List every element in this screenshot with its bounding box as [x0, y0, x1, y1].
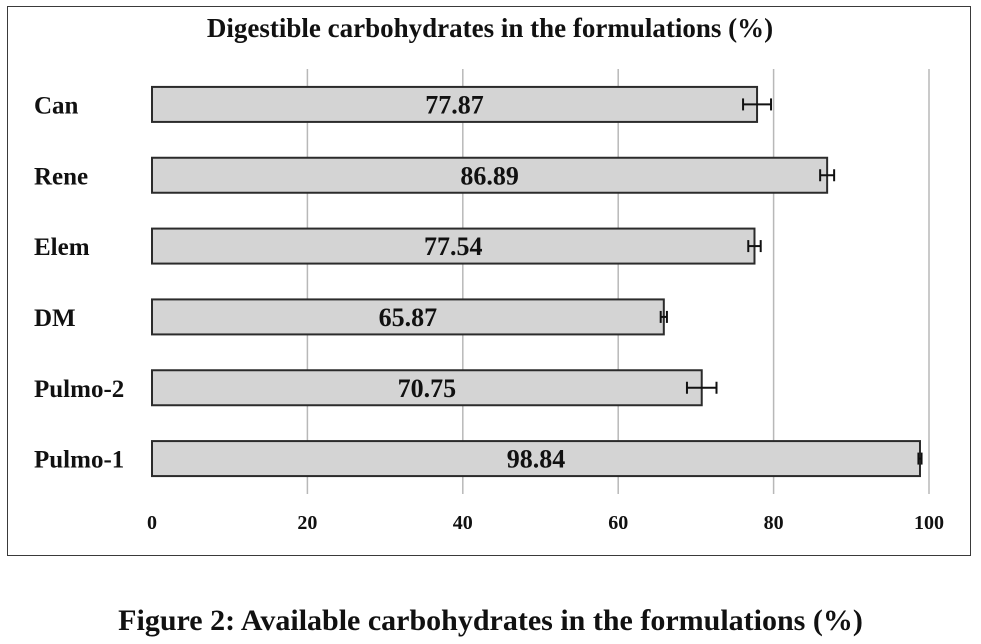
x-tick-label: 60	[608, 512, 628, 534]
chart-title: Digestible carbohydrates in the formulat…	[206, 13, 774, 43]
category-label: Pulmo-1	[34, 447, 124, 474]
x-tick-label: 20	[297, 512, 317, 534]
grid-layer	[306, 69, 930, 494]
x-tick-label: 40	[453, 512, 473, 534]
data-label: 77.87	[425, 90, 484, 119]
x-tick-label: 0	[147, 512, 157, 534]
bar	[151, 156, 829, 194]
x-tick-label: 80	[764, 512, 784, 534]
category-label: Can	[34, 92, 79, 119]
data-label: 70.75	[398, 374, 457, 403]
label-layer: 0 20 40 60 80 100 Can 77.87 Rene 86.89 Elem 77.54 DM…	[34, 90, 944, 534]
category-label: Pulmo-2	[34, 376, 124, 403]
data-label: 77.54	[424, 232, 483, 261]
figure-caption: Figure 2: Available carbohydrates in the…	[118, 604, 863, 637]
bar-chart: 0 20 40 60 80 100 Can 77.87 Rene 86.89 Elem 77.54 DM…	[34, 69, 944, 534]
x-tick-label: 100	[914, 512, 944, 534]
data-label: 98.84	[507, 445, 566, 474]
category-label: DM	[34, 305, 76, 332]
bar-layer	[151, 85, 923, 478]
category-label: Elem	[34, 234, 90, 261]
bar	[151, 85, 759, 123]
chart-frame: Digestible carbohydrates in the formulat…	[7, 6, 971, 556]
data-label: 65.87	[379, 303, 438, 332]
bar	[151, 440, 921, 478]
data-label: 86.89	[460, 161, 519, 190]
category-label: Rene	[34, 163, 88, 190]
